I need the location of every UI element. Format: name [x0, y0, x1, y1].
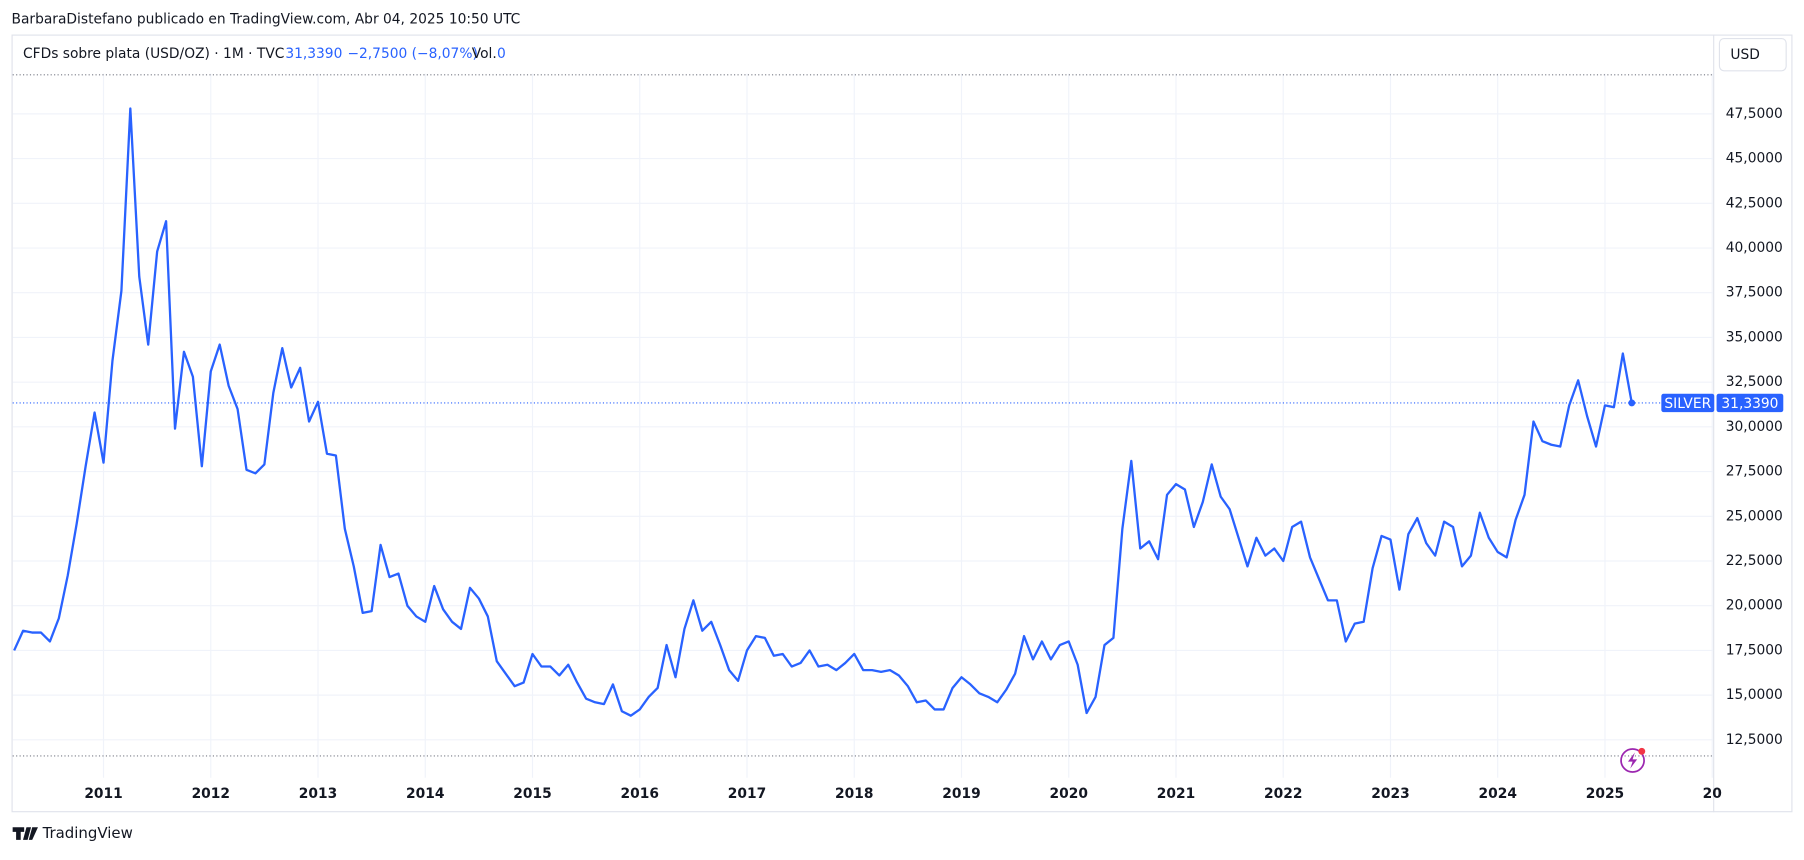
x-tick-label: 2014 — [406, 786, 444, 802]
symbol: CFDs sobre plata (USD/OZ) · 1M · TVC — [23, 46, 284, 62]
y-tick-label: 37,5000 — [1726, 285, 1783, 301]
currency-button[interactable] — [1718, 37, 1787, 72]
y-tick-label: 40,0000 — [1726, 240, 1783, 256]
y-tick-label: 25,0000 — [1726, 508, 1783, 524]
y-tick-label: 12,5000 — [1726, 732, 1783, 748]
x-tick-label: 2022 — [1264, 786, 1302, 802]
grid — [12, 73, 1714, 778]
x-tick-label: 2023 — [1371, 786, 1409, 802]
y-tick-label: 27,5000 — [1726, 464, 1783, 480]
notification-dot — [1638, 747, 1646, 755]
y-tick-label: 15,0000 — [1726, 687, 1783, 703]
y-tick-label: 47,5000 — [1726, 106, 1783, 122]
attribution: BarbaraDistefano publicado en TradingVie… — [12, 12, 521, 28]
y-tick-label: 32,5000 — [1726, 374, 1783, 390]
price-tag — [1716, 393, 1784, 413]
x-tick-label: 2025 — [1586, 786, 1624, 802]
price-line — [13, 107, 1633, 717]
y-tick-label: 22,5000 — [1726, 553, 1783, 569]
x-tick-label: 2012 — [192, 786, 230, 802]
x-tick-label: 2021 — [1157, 786, 1195, 802]
x-tick-label: 2011 — [84, 786, 122, 802]
last-point — [1628, 399, 1636, 407]
x-tick-label: 20 — [1703, 786, 1722, 802]
y-tick-label: 17,5000 — [1726, 642, 1783, 658]
volume: 0 — [497, 46, 506, 62]
change: −2,7500 (−8,07%) — [347, 46, 477, 62]
x-tick-label: 2020 — [1050, 786, 1088, 802]
chart-frame — [11, 34, 1793, 813]
lightning-bolt — [1627, 752, 1638, 769]
x-tick-label: 2015 — [513, 786, 551, 802]
y-tick-label: 45,0000 — [1726, 151, 1783, 167]
x-tick-label: 2024 — [1479, 786, 1517, 802]
last-price: 31,3390 — [285, 46, 342, 62]
x-tick-label: 2017 — [728, 786, 766, 802]
tradingview-logo — [12, 827, 38, 840]
currency[interactable]: USD — [1730, 47, 1759, 63]
y-tick-label: 20,0000 — [1726, 598, 1783, 614]
y-tick-label: 30,0000 — [1726, 419, 1783, 435]
x-tick-label: 2019 — [942, 786, 980, 802]
y-tick-label: 35,0000 — [1726, 329, 1783, 345]
x-tick-label: 2016 — [621, 786, 659, 802]
y-tick-label: 42,5000 — [1726, 195, 1783, 211]
series-tag — [1661, 393, 1715, 413]
footer-brand: TradingView — [42, 824, 133, 842]
x-tick-label: 2013 — [299, 786, 337, 802]
price-tag-label: 31,3390 — [1721, 396, 1778, 412]
x-tick-label: 2018 — [835, 786, 873, 802]
volume-label: Vol. — [472, 46, 497, 62]
series-name: SILVER — [1664, 396, 1711, 412]
lightning-icon[interactable] — [1620, 748, 1645, 773]
